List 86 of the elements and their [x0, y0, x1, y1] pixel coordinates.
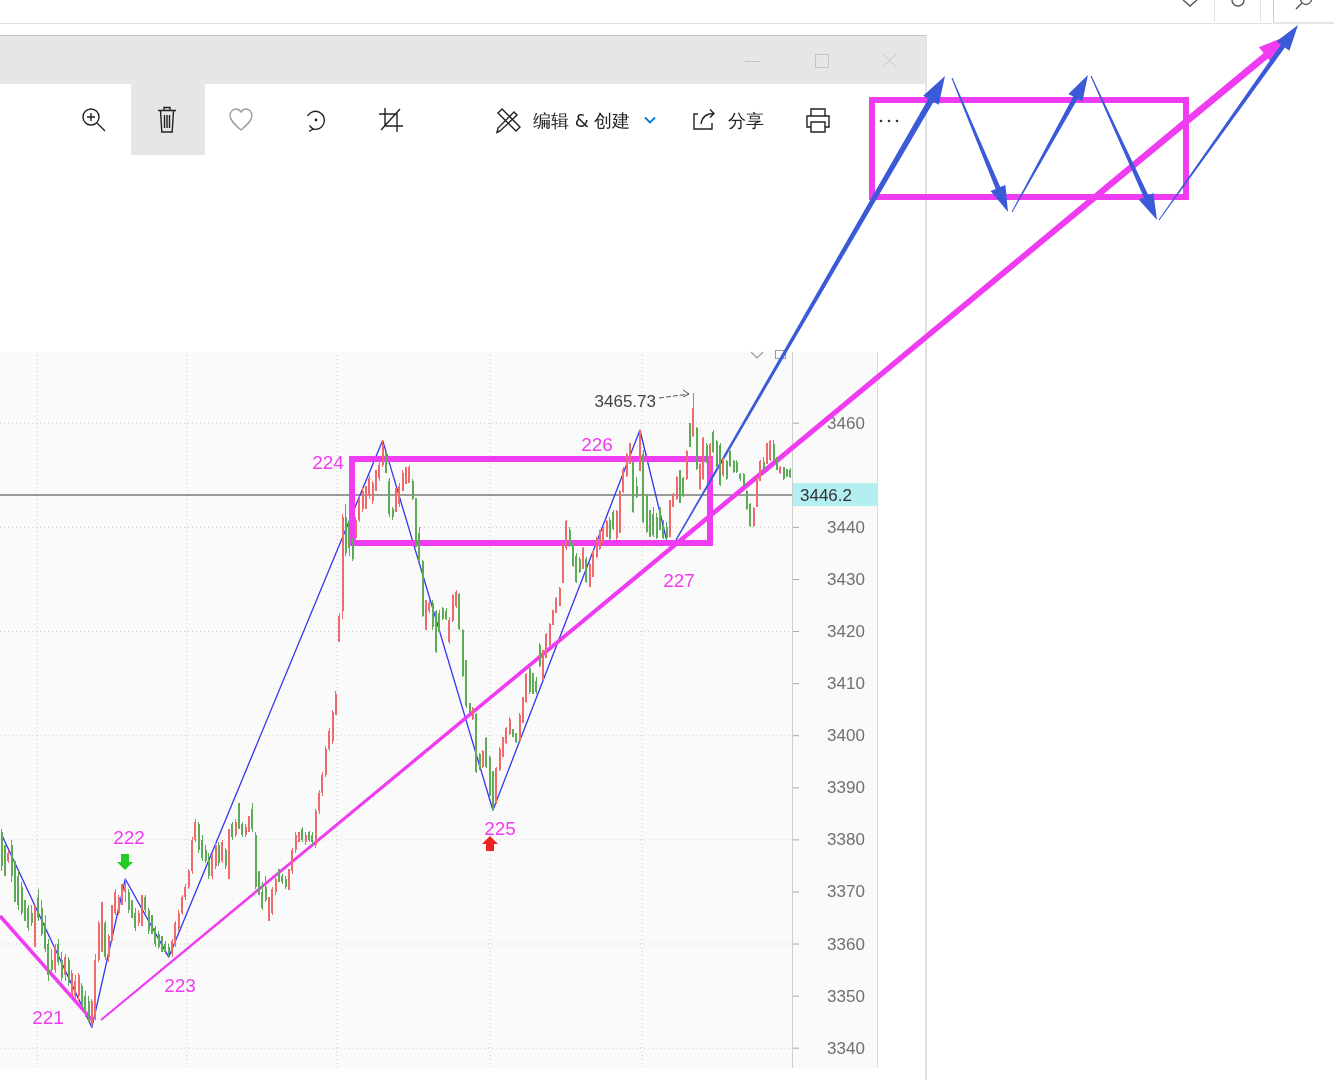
candlestick — [381, 439, 384, 469]
text: 编辑 & 创建 — [533, 109, 631, 131]
candlestick — [144, 893, 147, 914]
candlestick — [401, 469, 404, 492]
candlestick — [217, 841, 220, 867]
y-tick-label: 3360 — [827, 934, 865, 954]
annotation: 227 — [663, 569, 695, 591]
candlestick — [625, 452, 628, 478]
candlestick — [532, 672, 534, 695]
candlestick — [87, 995, 90, 1023]
candlestick — [786, 468, 788, 478]
candlestick — [54, 943, 57, 974]
ref-line-label: 3446.2 — [800, 485, 852, 505]
candlestick — [769, 439, 772, 462]
candlestick — [448, 616, 451, 645]
candlestick — [60, 951, 63, 982]
candlestick — [70, 969, 73, 1000]
candlestick — [682, 476, 685, 498]
candlestick — [147, 906, 150, 935]
y-tick-label: 3400 — [827, 726, 865, 746]
candlestick — [37, 888, 40, 922]
y-tick-label: 3340 — [827, 1038, 865, 1058]
y-tick-label: 3420 — [827, 622, 865, 642]
candlestick — [398, 482, 401, 508]
candlestick — [224, 847, 227, 870]
candlestick — [30, 904, 33, 927]
candlestick — [64, 953, 67, 982]
candlestick — [124, 878, 127, 903]
candlestick — [498, 746, 501, 772]
candlestick — [712, 429, 715, 455]
annotation: 226 — [581, 433, 613, 455]
candlestick — [264, 875, 267, 903]
candlestick — [538, 642, 541, 669]
candlestick — [385, 451, 387, 474]
annotation: 3465.73 — [594, 391, 656, 411]
candlestick — [294, 831, 297, 854]
candlestick — [652, 506, 655, 538]
candlestick — [395, 487, 397, 513]
candlestick — [80, 982, 83, 1010]
candlestick — [608, 516, 611, 542]
candlestick — [74, 974, 77, 1000]
candlestick — [187, 867, 190, 890]
candlestick — [214, 841, 217, 870]
y-tick-label: 3410 — [827, 674, 865, 694]
candlestick — [234, 818, 237, 838]
candlestick — [328, 727, 331, 752]
candlestick — [157, 930, 160, 950]
candlestick — [689, 422, 691, 448]
candlestick — [425, 599, 427, 631]
candlestick — [251, 802, 254, 833]
candlestick — [705, 442, 708, 464]
candlestick — [759, 459, 762, 482]
candlestick — [635, 476, 638, 499]
annotation: 221 — [32, 1006, 64, 1028]
candlestick — [722, 456, 725, 478]
candlestick — [361, 487, 364, 513]
y-tick-label: 3390 — [827, 778, 865, 798]
candlestick — [665, 521, 668, 542]
y-tick-label: 3380 — [827, 830, 865, 850]
annotation: 225 — [484, 817, 516, 839]
candlestick — [27, 904, 30, 932]
candlestick — [351, 537, 354, 562]
candlestick — [127, 888, 130, 914]
candlestick — [221, 839, 224, 864]
candlestick — [67, 956, 70, 987]
candlestick — [238, 802, 240, 831]
y-tick-label: 3430 — [827, 569, 865, 589]
candlestick — [77, 972, 80, 1002]
candlestick — [458, 592, 461, 631]
candlestick — [50, 948, 53, 974]
candlestick — [675, 475, 678, 501]
candlestick — [752, 506, 755, 528]
text: 分享 — [728, 109, 764, 131]
y-tick-label: 3350 — [827, 986, 865, 1006]
candlestick — [207, 852, 210, 880]
y-tick-label: 3440 — [827, 517, 865, 537]
y-tick-label: 3370 — [827, 882, 865, 902]
candlestick — [211, 852, 214, 880]
candlestick — [274, 875, 277, 896]
candlestick — [585, 556, 588, 584]
y-tick-label: 3460 — [827, 413, 865, 433]
annotation: 222 — [113, 826, 145, 848]
candlestick — [231, 821, 234, 841]
annotation: 223 — [164, 974, 196, 996]
candlestick — [57, 938, 60, 966]
annotation: 224 — [312, 451, 345, 473]
